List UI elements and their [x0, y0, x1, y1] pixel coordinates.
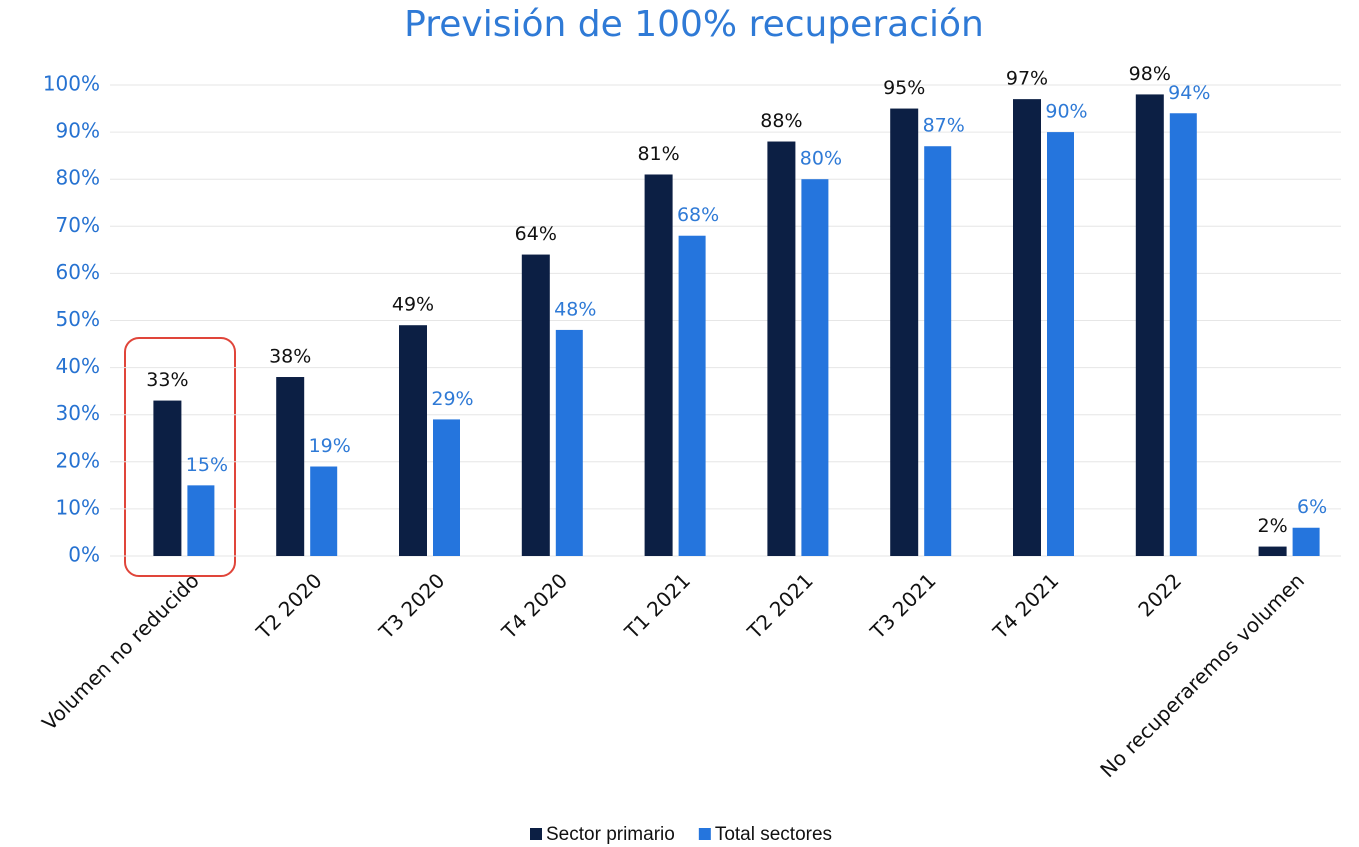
bar [767, 141, 796, 556]
data-label: 33% [146, 369, 188, 391]
data-label: 98% [1129, 63, 1171, 85]
data-label: 95% [883, 77, 925, 99]
y-tick-label: 20% [56, 448, 100, 472]
y-tick-label: 80% [56, 166, 100, 190]
legend-swatch [698, 828, 711, 840]
data-label: 80% [800, 148, 842, 170]
bar [924, 146, 952, 557]
bar [276, 377, 305, 556]
legend-swatch [530, 828, 542, 840]
legend-label: Total sectores [715, 824, 832, 845]
bar [1047, 132, 1074, 556]
data-label: 19% [309, 435, 351, 457]
y-tick-label: 0% [68, 543, 100, 567]
x-tick-label: T4 2020 [496, 568, 572, 644]
bar [644, 174, 673, 557]
bar [801, 179, 829, 556]
y-tick-label: 50% [56, 307, 100, 331]
data-label: 38% [269, 346, 311, 368]
y-tick-label: 70% [56, 213, 100, 237]
highlight-box [124, 337, 236, 577]
data-label: 2% [1258, 515, 1288, 537]
bar [187, 485, 215, 556]
x-tick-label: T2 2021 [742, 568, 818, 644]
data-label: 6% [1297, 496, 1327, 518]
data-label: 97% [1006, 68, 1048, 90]
bar [1169, 113, 1197, 556]
bar [555, 329, 583, 556]
y-tick-label: 60% [56, 260, 100, 284]
legend-label: Sector primario [546, 824, 675, 845]
data-label: 29% [431, 388, 473, 410]
x-tick-label: Volumen no reducido [37, 568, 204, 735]
x-tick-label: T1 2021 [619, 568, 695, 644]
bar [310, 466, 338, 556]
data-label: 90% [1045, 101, 1087, 123]
bar [433, 419, 460, 556]
bar [1013, 99, 1041, 556]
data-label: 15% [186, 454, 228, 476]
y-tick-label: 100% [43, 72, 100, 96]
y-tick-label: 10% [56, 495, 100, 519]
data-label: 88% [760, 110, 802, 132]
data-label: 94% [1168, 82, 1210, 104]
bar [521, 254, 550, 556]
data-label: 68% [677, 204, 719, 226]
y-tick-label: 90% [56, 119, 100, 143]
bar [1258, 546, 1287, 556]
y-tick-label: 40% [56, 354, 100, 378]
bar [399, 325, 427, 556]
data-label: 48% [554, 298, 596, 320]
bar [678, 235, 706, 556]
x-tick-label: T3 2020 [374, 568, 450, 644]
x-tick-label: No recuperaremos volumen [1095, 568, 1309, 782]
x-tick-label: 2022 [1133, 568, 1186, 621]
y-tick-label: 30% [56, 401, 100, 425]
data-label: 81% [637, 143, 679, 165]
x-tick-label: T2 2020 [251, 568, 327, 644]
data-label: 87% [923, 115, 965, 137]
bar [890, 108, 919, 557]
bar [1292, 527, 1320, 556]
x-tick-label: T3 2021 [865, 568, 941, 644]
data-label: 64% [515, 223, 557, 245]
chart-title: Previsión de 100% recuperación [404, 4, 984, 45]
x-tick-label: T4 2021 [988, 568, 1064, 644]
data-label: 49% [392, 294, 434, 316]
bar [1135, 94, 1164, 557]
bar [153, 400, 182, 556]
